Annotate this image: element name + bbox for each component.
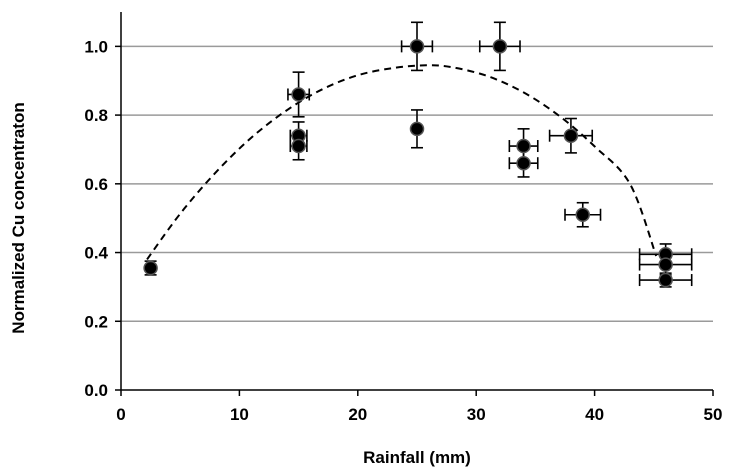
data-point: [291, 138, 306, 154]
x-tick-label: 20: [348, 405, 367, 424]
data-point: [563, 128, 579, 143]
y-tick-label: 0.0: [84, 381, 108, 400]
dashed-trendline: [146, 64, 658, 261]
y-tick-label: 0.2: [84, 312, 108, 331]
data-point: [409, 121, 425, 137]
error-bars: [144, 21, 693, 288]
data-point: [516, 155, 531, 171]
x-tick-label: 30: [467, 405, 486, 424]
data-point: [658, 272, 673, 288]
data-point: [143, 260, 158, 276]
data-point: [409, 39, 425, 54]
x-tick-label: 0: [116, 405, 125, 424]
y-axis-title: Normalized Cu concentraton: [9, 102, 28, 333]
data-point: [291, 87, 306, 102]
x-tick-label: 50: [704, 405, 723, 424]
data-point: [658, 257, 673, 272]
data-point: [575, 207, 591, 222]
x-tick-label: 10: [230, 405, 249, 424]
y-tick-label: 0.6: [84, 175, 108, 194]
data-point: [492, 39, 508, 54]
data-point: [516, 138, 531, 154]
gridlines: [121, 45, 713, 323]
y-tick-label: 0.4: [84, 244, 108, 263]
data-points: [143, 39, 673, 288]
tick-labels: 0.0 0.2 0.4 0.6 0.8 1.0 0 10 20 30 40 50: [84, 37, 722, 424]
y-tick-label: 0.8: [84, 106, 108, 125]
x-axis-title: Rainfall (mm): [363, 448, 471, 467]
x-tick-label: 40: [585, 405, 604, 424]
y-tick-label: 1.0: [84, 37, 108, 56]
axes: [115, 12, 714, 396]
